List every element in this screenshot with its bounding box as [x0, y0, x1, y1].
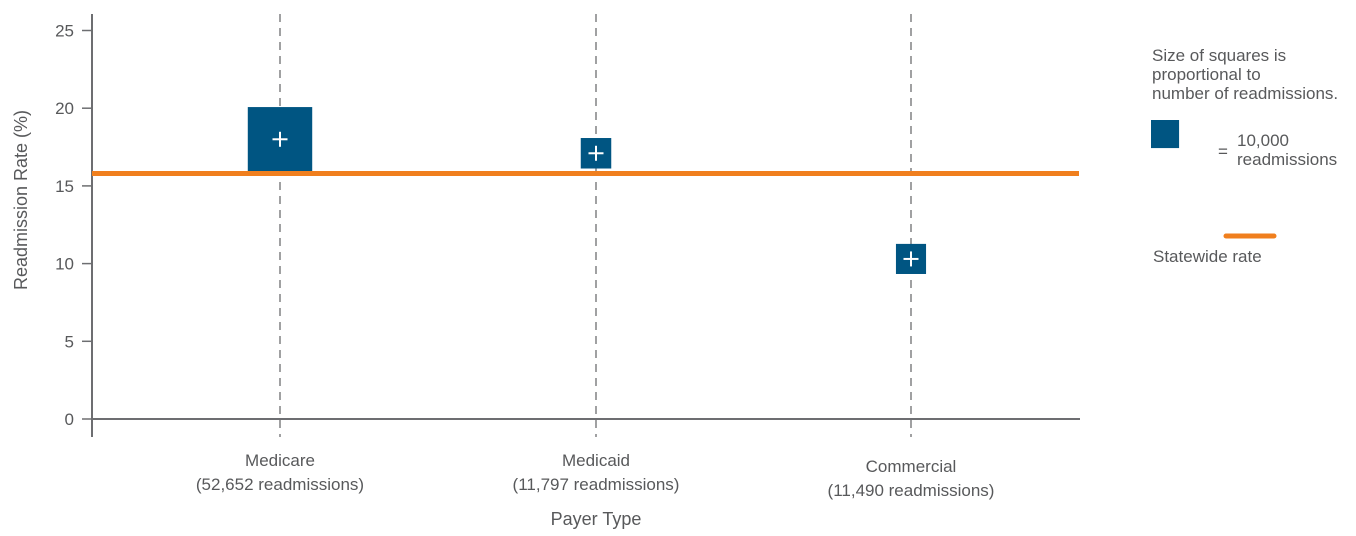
legend-note-line-2: proportional to [1152, 65, 1261, 84]
legend-note-line-1: Size of squares is [1152, 46, 1286, 65]
y-axis-title: Readmission Rate (%) [11, 110, 31, 290]
y-tick-label: 15 [55, 177, 74, 196]
legend: Size of squares is proportional to numbe… [1151, 46, 1338, 266]
axes [91, 14, 1080, 437]
legend-line-label: Statewide rate [1153, 247, 1262, 266]
legend-scale-unit: readmissions [1237, 150, 1337, 169]
y-tick-label: 20 [55, 99, 74, 118]
legend-note-line-3: number of readmissions. [1152, 84, 1338, 103]
category-label: Medicare [245, 451, 315, 470]
y-tick-label: 5 [65, 332, 74, 351]
y-tick-label: 10 [55, 255, 74, 274]
x-axis-title: Payer Type [551, 509, 642, 529]
category-label: Medicaid [562, 451, 630, 470]
legend-scale-value: 10,000 [1237, 131, 1289, 150]
category-labels: Medicare (52,652 readmissions) Medicaid (11… [196, 451, 995, 500]
category-sublabel: (52,652 readmissions) [196, 475, 364, 494]
category-sublabel: (11,490 readmissions) [828, 481, 995, 500]
rate-markers [272, 131, 919, 267]
y-tick-label: 25 [55, 22, 74, 41]
legend-equals: = [1218, 142, 1228, 161]
y-ticks: 0 5 10 15 20 25 [55, 22, 92, 429]
category-guides [279, 14, 912, 437]
legend-scale-square [1151, 120, 1180, 149]
category-label: Commercial [866, 457, 957, 476]
y-tick-label: 0 [65, 410, 74, 429]
readmission-squares [247, 107, 927, 274]
category-sublabel: (11,797 readmissions) [513, 475, 680, 494]
